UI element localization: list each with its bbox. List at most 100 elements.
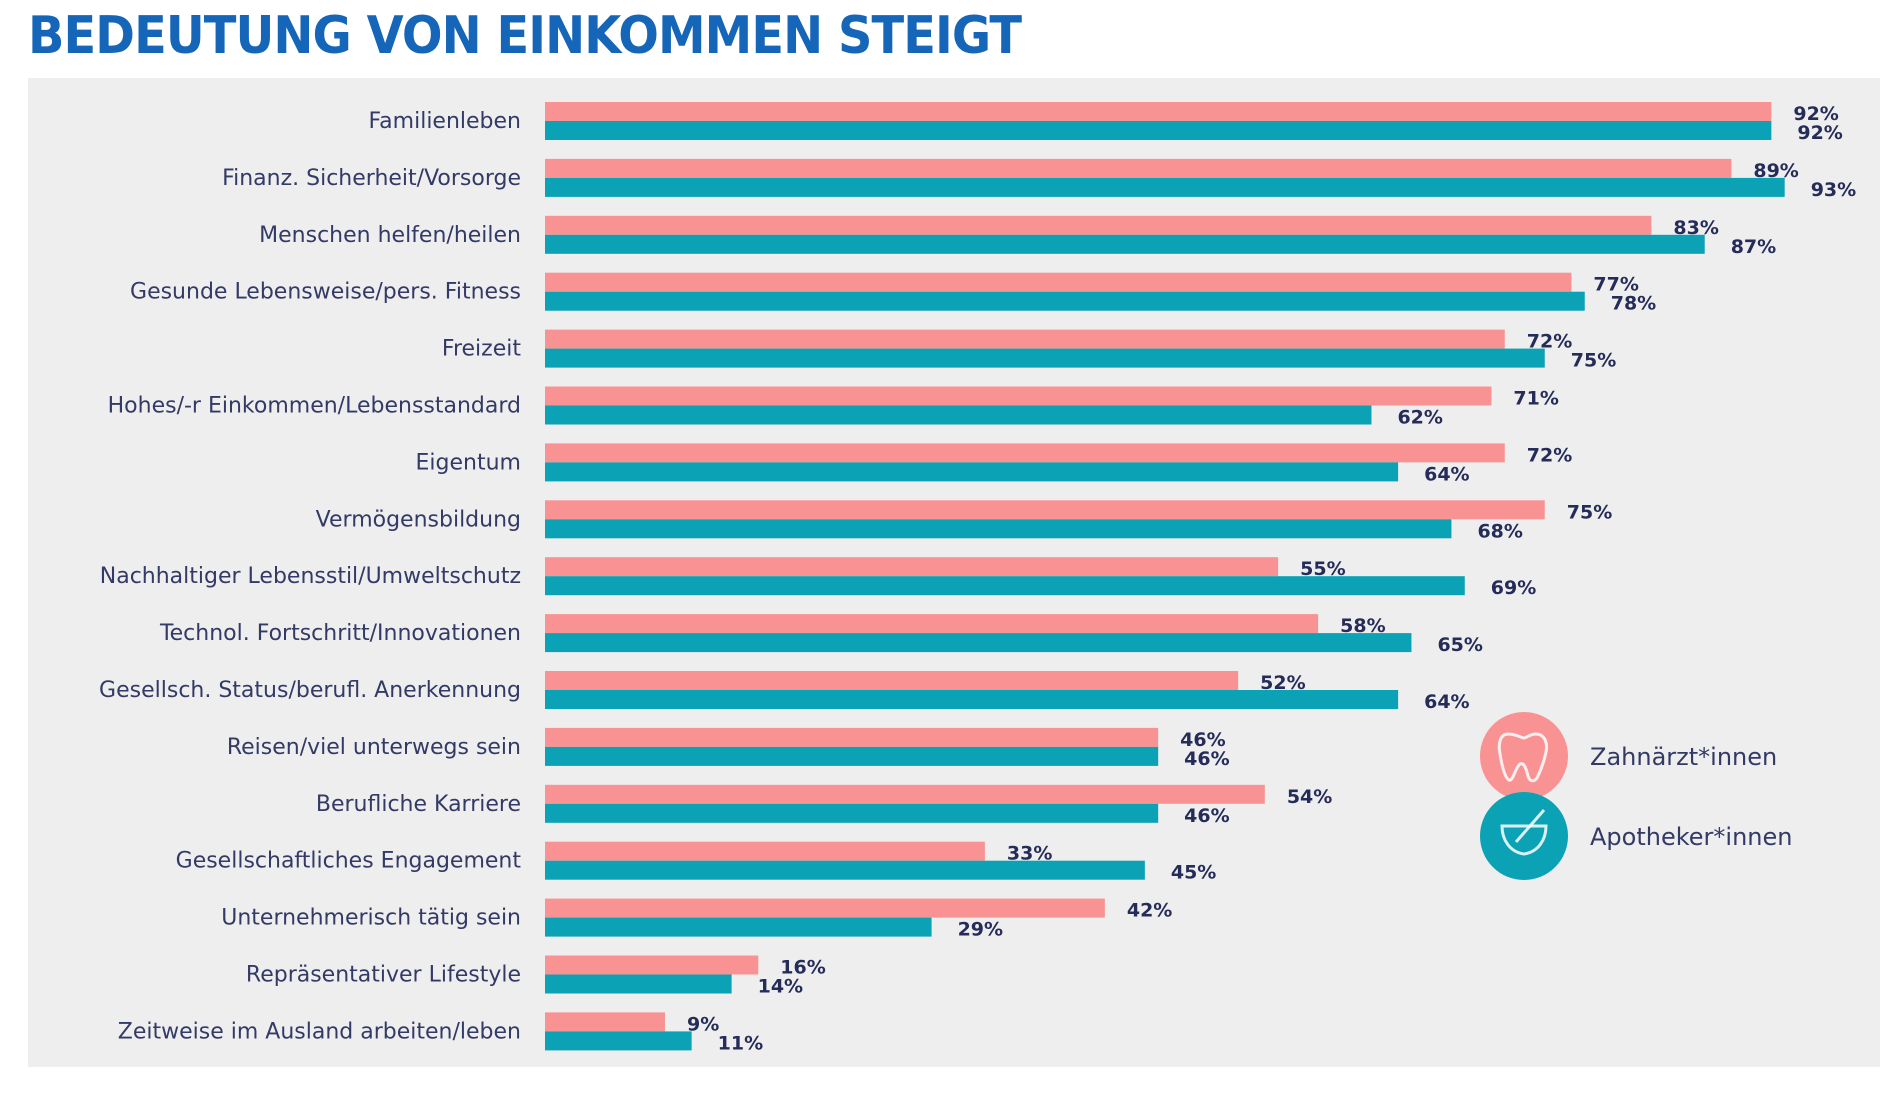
value-label-apotheker: 46% — [1184, 748, 1229, 770]
value-label-apotheker: 11% — [718, 1032, 763, 1054]
value-label-apotheker: 45% — [1171, 862, 1216, 884]
value-label-zahnaerzte: 83% — [1673, 217, 1718, 239]
bar-zahnaerzte — [545, 898, 1105, 918]
category-label: Freizeit — [442, 337, 521, 362]
tooth-icon-glyph — [1497, 732, 1548, 783]
value-label-apotheker: 92% — [1797, 122, 1842, 144]
value-label-apotheker: 46% — [1184, 805, 1229, 827]
bar-apotheker — [545, 803, 1159, 823]
category-label: Technol. Fortschritt/Innovationen — [159, 621, 521, 646]
bar-zahnaerzte — [545, 1012, 665, 1032]
tooth-icon — [1480, 712, 1568, 800]
chart-panel: Familienleben Finanz. Sicherheit/Vorsorge… — [28, 78, 1880, 1067]
legend-item-apotheker: Apotheker*innen — [1480, 792, 1792, 880]
bar-zahnaerzte — [545, 102, 1772, 121]
value-label-apotheker: 75% — [1571, 350, 1616, 372]
bar-zahnaerzte — [545, 671, 1239, 690]
category-label: Eigentum — [416, 450, 521, 475]
legend-label-zahnaerzte: Zahnärzt*innen — [1590, 743, 1777, 771]
bar-zahnaerzte — [545, 158, 1732, 178]
value-label-zahnaerzte: 54% — [1287, 786, 1332, 808]
pestle-icon-glyph — [1514, 809, 1546, 843]
bar-zahnaerzte — [545, 841, 985, 861]
mortar-pestle-icon — [1480, 792, 1568, 880]
category-label: Repräsentativer Lifestyle — [246, 963, 521, 988]
category-label: Hohes/-r Einkommen/Lebensstandard — [108, 394, 521, 419]
bar-zahnaerzte — [545, 272, 1572, 292]
value-label-zahnaerzte: 52% — [1260, 672, 1305, 694]
value-label-apotheker: 14% — [758, 976, 803, 998]
bar-apotheker — [545, 860, 1145, 880]
bar-zahnaerzte — [545, 784, 1265, 804]
category-labels: Familienleben Finanz. Sicherheit/Vorsorge… — [99, 109, 521, 1044]
bar-apotheker — [545, 405, 1372, 425]
bar-apotheker — [545, 746, 1159, 766]
value-label-zahnaerzte: 72% — [1527, 331, 1572, 353]
value-label-apotheker: 87% — [1731, 236, 1776, 258]
value-label-apotheker: 64% — [1424, 691, 1469, 713]
category-label: Reisen/viel unterwegs sein — [227, 735, 521, 760]
value-label-zahnaerzte: 58% — [1340, 615, 1385, 637]
value-label-zahnaerzte: 89% — [1753, 160, 1798, 182]
bar-apotheker — [545, 462, 1399, 482]
value-label-zahnaerzte: 9% — [687, 1013, 719, 1035]
bar-apotheker — [545, 974, 732, 994]
value-label-apotheker: 29% — [958, 919, 1003, 941]
bar-zahnaerzte — [545, 557, 1279, 577]
category-label: Gesellsch. Status/berufl. Anerkennung — [99, 678, 521, 703]
category-label: Gesellschaftliches Engagement — [176, 849, 522, 874]
bar-zahnaerzte — [545, 443, 1505, 463]
bar-apotheker — [545, 348, 1545, 368]
bar-chart: Familienleben Finanz. Sicherheit/Vorsorge… — [99, 102, 1856, 1054]
bar-apotheker — [545, 234, 1705, 254]
bar-apotheker — [545, 519, 1452, 539]
value-label-apotheker: 78% — [1611, 293, 1656, 315]
value-label-apotheker: 69% — [1491, 577, 1536, 599]
value-label-zahnaerzte: 42% — [1127, 900, 1172, 922]
bars — [545, 102, 1785, 1051]
value-label-zahnaerzte: 71% — [1513, 388, 1558, 410]
value-label-zahnaerzte: 16% — [780, 957, 825, 979]
category-label: Unternehmerisch tätig sein — [221, 906, 521, 931]
value-label-apotheker: 62% — [1397, 407, 1442, 429]
value-label-apotheker: 64% — [1424, 463, 1469, 485]
bar-apotheker — [545, 291, 1585, 311]
value-label-zahnaerzte: 72% — [1527, 444, 1572, 466]
value-label-apotheker: 93% — [1811, 179, 1856, 201]
value-label-zahnaerzte: 92% — [1793, 103, 1838, 125]
value-label-zahnaerzte: 33% — [1007, 843, 1052, 865]
category-label: Nachhaltiger Lebensstil/Umweltschutz — [100, 564, 521, 589]
category-label: Zeitweise im Ausland arbeiten/leben — [118, 1019, 521, 1044]
bar-apotheker — [545, 690, 1399, 709]
bar-zahnaerzte — [545, 215, 1652, 235]
bar-apotheker — [545, 576, 1465, 596]
category-label: Menschen helfen/heilen — [259, 223, 521, 248]
bar-zahnaerzte — [545, 500, 1545, 520]
legend-item-zahnaerzte: Zahnärzt*innen — [1480, 712, 1777, 800]
bar-apotheker — [545, 917, 932, 937]
bar-zahnaerzte — [545, 955, 759, 975]
value-label-zahnaerzte: 46% — [1180, 729, 1225, 751]
category-label: Vermögensbildung — [316, 507, 521, 532]
bar-apotheker — [545, 121, 1772, 140]
legend: Zahnärzt*innen Apotheker*innen — [1480, 712, 1792, 880]
bar-apotheker — [545, 1031, 692, 1051]
category-label: Berufliche Karriere — [316, 792, 521, 817]
value-label-zahnaerzte: 77% — [1593, 274, 1638, 296]
legend-label-apotheker: Apotheker*innen — [1590, 823, 1792, 851]
bar-apotheker — [545, 633, 1412, 653]
category-label: Gesunde Lebensweise/pers. Fitness — [130, 280, 521, 305]
value-labels: 92%92%89%93%83%87%77%78%72%75%71%62%72%6… — [687, 103, 1856, 1054]
value-label-apotheker: 65% — [1437, 634, 1482, 656]
bar-zahnaerzte — [545, 386, 1492, 406]
value-label-zahnaerzte: 75% — [1567, 501, 1612, 523]
value-label-apotheker: 68% — [1477, 520, 1522, 542]
bar-apotheker — [545, 177, 1785, 197]
category-label: Finanz. Sicherheit/Vorsorge — [222, 166, 521, 191]
bar-zahnaerzte — [545, 727, 1159, 747]
category-label: Familienleben — [369, 109, 521, 134]
mortar-icon-glyph — [1500, 824, 1548, 856]
bar-zahnaerzte — [545, 329, 1505, 349]
bar-zahnaerzte — [545, 614, 1319, 634]
value-label-zahnaerzte: 55% — [1300, 558, 1345, 580]
